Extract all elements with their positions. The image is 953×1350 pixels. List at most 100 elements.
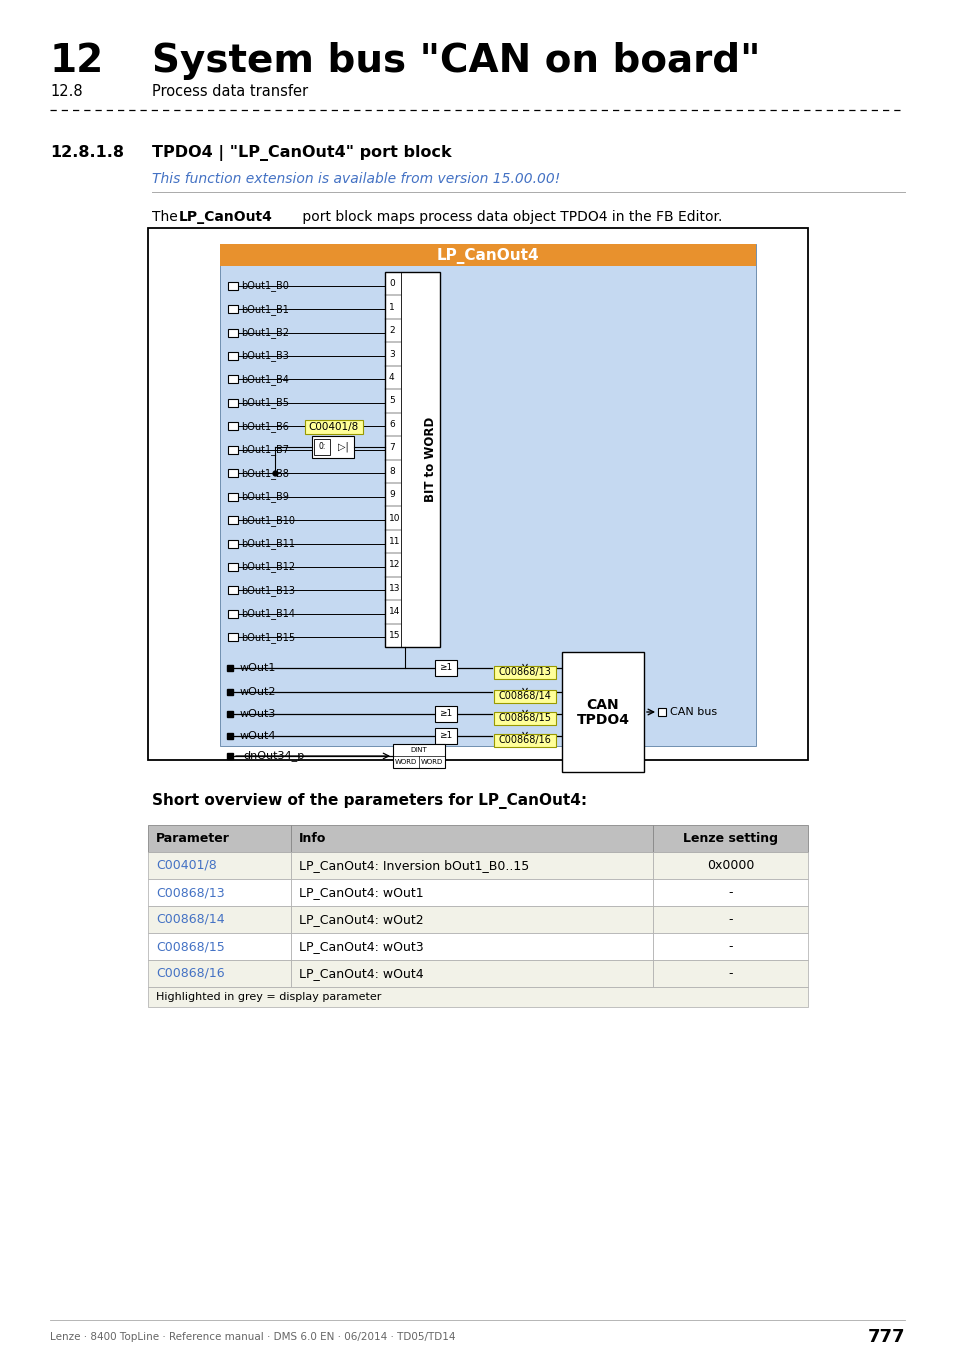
- Text: 0: 0: [389, 279, 395, 288]
- Bar: [148, 825, 291, 852]
- Text: ≥1: ≥1: [439, 710, 452, 718]
- Text: wOut1: wOut1: [240, 663, 276, 674]
- Bar: [148, 960, 291, 987]
- Bar: [148, 228, 807, 760]
- Bar: [494, 734, 556, 747]
- Text: C00868/13: C00868/13: [498, 667, 551, 678]
- Text: LP_CanOut4: wOut4: LP_CanOut4: wOut4: [298, 967, 423, 980]
- Bar: [312, 436, 354, 458]
- Text: TPDO4 | "LP_CanOut4" port block: TPDO4 | "LP_CanOut4" port block: [152, 144, 451, 161]
- Text: bOut1_B2: bOut1_B2: [241, 327, 289, 338]
- Text: ≥1: ≥1: [439, 663, 452, 672]
- Text: 4: 4: [389, 373, 395, 382]
- Bar: [305, 420, 363, 433]
- Bar: [291, 879, 652, 906]
- Bar: [228, 586, 237, 594]
- Bar: [658, 707, 665, 716]
- Bar: [652, 879, 807, 906]
- Bar: [228, 305, 237, 313]
- Bar: [291, 906, 652, 933]
- Text: bOut1_B6: bOut1_B6: [241, 421, 289, 432]
- Text: bOut1_B7: bOut1_B7: [241, 444, 289, 455]
- Bar: [148, 879, 291, 906]
- Text: Short overview of the parameters for LP_CanOut4:: Short overview of the parameters for LP_…: [152, 792, 586, 809]
- Bar: [652, 933, 807, 960]
- Bar: [228, 398, 237, 406]
- Text: 7: 7: [389, 443, 395, 452]
- Text: LP_CanOut4: LP_CanOut4: [179, 211, 273, 224]
- Text: 12: 12: [50, 42, 104, 80]
- Bar: [228, 470, 237, 477]
- Bar: [228, 516, 237, 524]
- Text: Info: Info: [298, 832, 326, 845]
- Text: Highlighted in grey = display parameter: Highlighted in grey = display parameter: [156, 992, 381, 1002]
- Text: -: -: [727, 913, 732, 926]
- Text: -: -: [727, 940, 732, 953]
- Bar: [228, 352, 237, 360]
- Text: C00868/13: C00868/13: [156, 886, 224, 899]
- Text: wOut2: wOut2: [240, 687, 276, 697]
- Text: 13: 13: [389, 585, 400, 593]
- Text: dnOut34_p: dnOut34_p: [243, 751, 304, 761]
- Text: DINT: DINT: [410, 747, 427, 753]
- Text: C00868/16: C00868/16: [498, 736, 551, 745]
- Text: 12.8: 12.8: [50, 84, 83, 99]
- Text: 14: 14: [389, 608, 400, 617]
- Bar: [494, 690, 556, 703]
- Text: C00868/14: C00868/14: [156, 913, 224, 926]
- Bar: [494, 711, 556, 725]
- Text: 15: 15: [389, 630, 400, 640]
- Text: bOut1_B9: bOut1_B9: [241, 491, 289, 502]
- Text: 2: 2: [389, 327, 395, 335]
- Bar: [314, 439, 330, 455]
- Bar: [435, 660, 456, 676]
- Text: C00401/8: C00401/8: [156, 859, 216, 872]
- Bar: [652, 852, 807, 879]
- Bar: [148, 852, 291, 879]
- Text: TPDO4: TPDO4: [576, 713, 629, 728]
- Bar: [228, 375, 237, 383]
- Text: 9: 9: [389, 490, 395, 500]
- Bar: [393, 744, 444, 768]
- Text: CAN: CAN: [586, 698, 618, 711]
- Text: 0x0000: 0x0000: [706, 859, 754, 872]
- Text: -: -: [727, 886, 732, 899]
- Bar: [291, 852, 652, 879]
- Text: LP_CanOut4: wOut3: LP_CanOut4: wOut3: [298, 940, 423, 953]
- Bar: [148, 987, 807, 1007]
- Text: C00868/15: C00868/15: [498, 714, 551, 724]
- Text: LP_CanOut4: wOut1: LP_CanOut4: wOut1: [298, 886, 423, 899]
- Text: LP_CanOut4: LP_CanOut4: [436, 248, 538, 265]
- Text: bOut1_B4: bOut1_B4: [241, 374, 289, 385]
- Text: 10: 10: [389, 513, 400, 522]
- Text: bOut1_B15: bOut1_B15: [241, 632, 294, 643]
- Text: 12: 12: [389, 560, 400, 570]
- Bar: [228, 446, 237, 454]
- Text: port block maps process data object TPDO4 in the FB Editor.: port block maps process data object TPDO…: [297, 211, 721, 224]
- Bar: [494, 666, 556, 679]
- Text: Lenze · 8400 TopLine · Reference manual · DMS 6.0 EN · 06/2014 · TD05/TD14: Lenze · 8400 TopLine · Reference manual …: [50, 1332, 455, 1342]
- Bar: [652, 906, 807, 933]
- Text: bOut1_B10: bOut1_B10: [241, 514, 294, 525]
- Text: bOut1_B5: bOut1_B5: [241, 397, 289, 408]
- Text: WORD: WORD: [395, 759, 416, 765]
- Text: CAN bus: CAN bus: [669, 707, 717, 717]
- Text: ≥1: ≥1: [439, 732, 452, 741]
- Text: 8: 8: [389, 467, 395, 475]
- Bar: [228, 493, 237, 501]
- Text: LP_CanOut4: Inversion bOut1_B0..15: LP_CanOut4: Inversion bOut1_B0..15: [298, 859, 529, 872]
- Bar: [228, 540, 237, 548]
- Bar: [291, 960, 652, 987]
- Bar: [561, 652, 643, 772]
- Text: C00401/8: C00401/8: [309, 421, 358, 432]
- Bar: [291, 933, 652, 960]
- Text: Parameter: Parameter: [156, 832, 230, 845]
- Bar: [652, 960, 807, 987]
- Text: The: The: [152, 211, 182, 224]
- Text: wOut3: wOut3: [240, 709, 276, 720]
- Text: Process data transfer: Process data transfer: [152, 84, 308, 99]
- Text: C00868/14: C00868/14: [498, 691, 551, 702]
- Text: 0:: 0:: [318, 443, 325, 451]
- Bar: [228, 328, 237, 336]
- Text: bOut1_B0: bOut1_B0: [241, 281, 289, 292]
